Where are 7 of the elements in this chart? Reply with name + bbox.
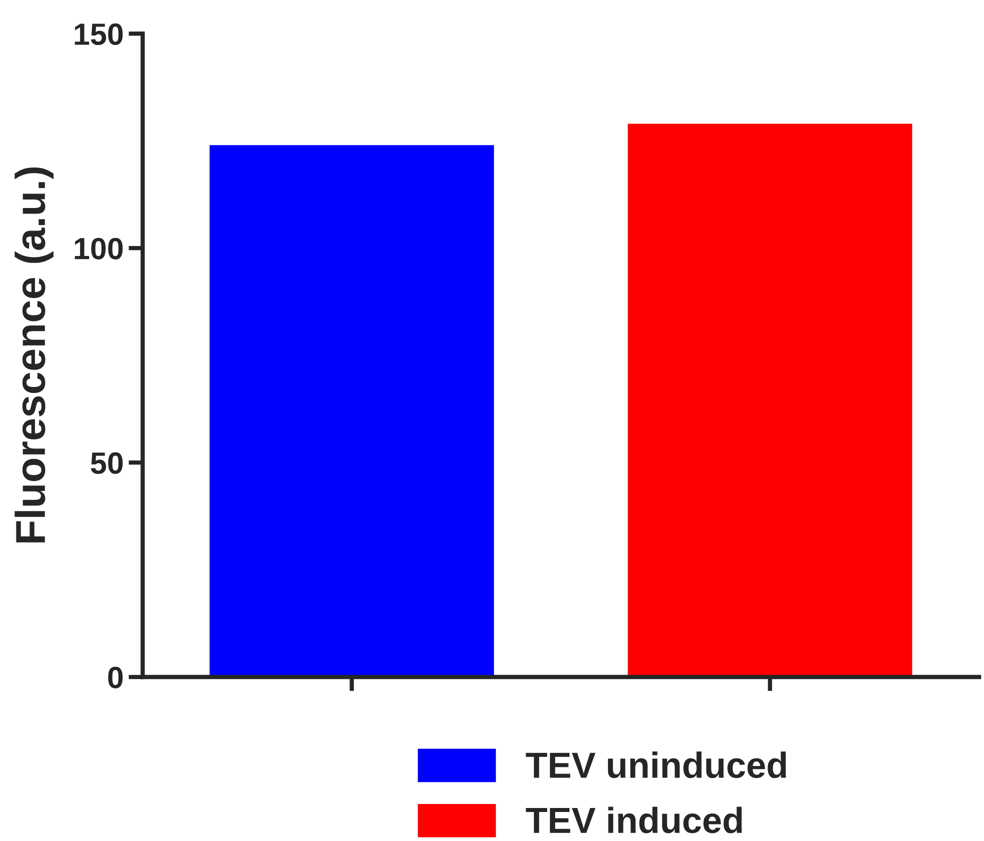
y-tick-label: 50: [90, 452, 123, 474]
y-tick-label: 150: [74, 23, 123, 46]
y-axis-title: Fluorescence (a.u.): [14, 168, 54, 542]
y-tick-label: 100: [74, 238, 123, 260]
legend-label: TEV induced: [526, 806, 742, 834]
y-tick-label: 0: [108, 666, 123, 688]
legend-label: TEV uninduced: [526, 752, 786, 778]
